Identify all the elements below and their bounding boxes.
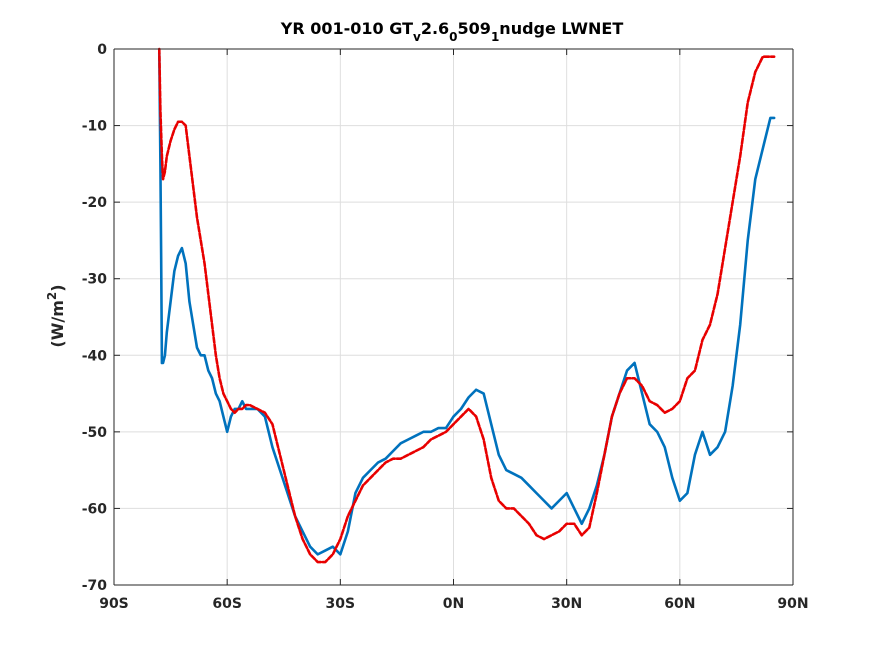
ylabel-superscript: 2 (45, 292, 59, 300)
series-line-2 (157, 47, 776, 564)
ylabel-prefix: (W/m (48, 300, 67, 347)
y-tick-label: 0 (97, 42, 107, 58)
x-tick-label: 30N (551, 596, 582, 612)
title-subscript: 1 (491, 30, 499, 44)
x-tick-label: 60S (212, 596, 242, 612)
y-tick-label: -70 (82, 578, 108, 594)
y-tick-label: -40 (82, 348, 108, 364)
tick-label-layer: 90S 60S 30S 0N 30N 60N 90N 0 -10 -20 -30 -40 -50 -60 -… (82, 42, 809, 612)
x-tick-label: 90N (777, 596, 808, 612)
x-tick-label: 0N (443, 596, 464, 612)
y-tick-label: -20 (82, 195, 108, 211)
title-subscript: 0 (449, 30, 457, 44)
x-tick-label: 90S (99, 596, 129, 612)
series-line-1 (157, 51, 776, 556)
title-segment: 2.6 (421, 19, 449, 38)
ylabel-suffix: ) (48, 284, 67, 291)
y-tick-label: -50 (82, 425, 108, 441)
title-segment: 509 (458, 19, 491, 38)
x-tick-label: 60N (664, 596, 695, 612)
y-tick-label: -60 (82, 501, 108, 517)
series-layer (157, 47, 776, 564)
x-tick-label: 30S (326, 596, 356, 612)
title-subscript: v (413, 30, 421, 44)
title-segment: YR 001-010 GT (280, 19, 413, 38)
y-axis-label: (W/m2) (45, 284, 67, 347)
chart-title: YR 001-010 GTv2.605091nudge LWNET (280, 19, 624, 44)
y-tick-label: -10 (82, 119, 108, 135)
title-segment: nudge LWNET (499, 19, 623, 38)
axes-layer (113, 48, 794, 586)
y-tick-label: -30 (82, 272, 108, 288)
